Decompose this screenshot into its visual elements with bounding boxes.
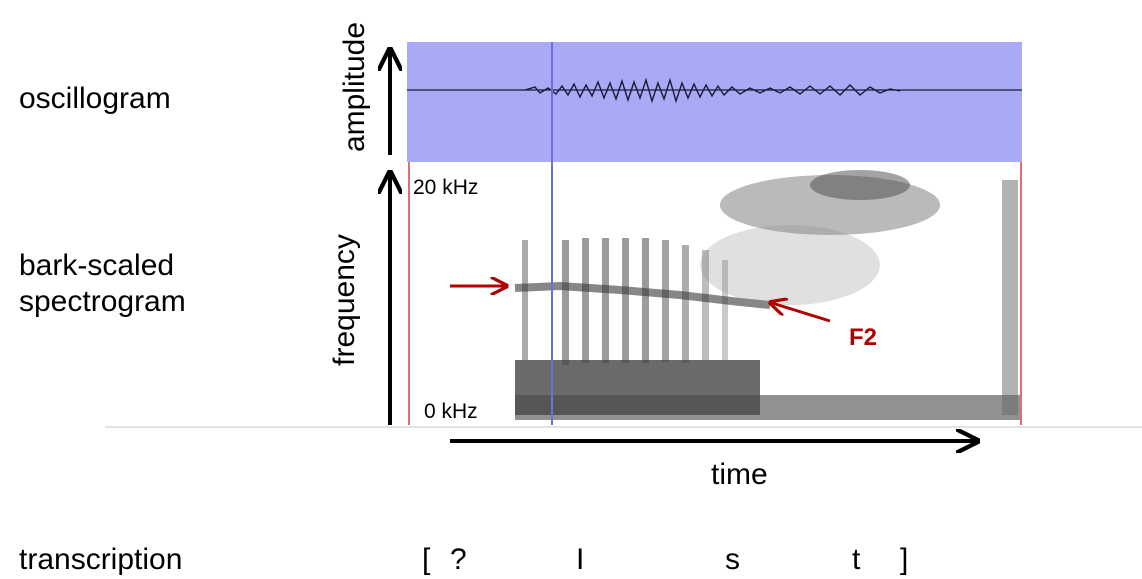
freq-bottom-label: 0 kHz <box>424 400 478 423</box>
transcription-t: t <box>852 543 861 576</box>
f2-pointer-arrow <box>772 303 831 323</box>
oscillogram-label: oscillogram <box>19 82 171 115</box>
time-axis-label: time <box>711 458 768 491</box>
freq-top-label: 20 kHz <box>413 176 479 199</box>
spectrogram-label-line2: spectrogram <box>19 285 186 318</box>
oscillogram-panel <box>407 42 1022 162</box>
transcription-vowel: I <box>576 543 585 576</box>
spectrogram-energy <box>514 170 1020 420</box>
formant-label: F2 <box>849 324 878 351</box>
transcription-glottal-stop: ? <box>450 543 467 576</box>
transcription-s: s <box>725 543 740 576</box>
oscillogram-waveform <box>524 77 901 104</box>
transcription-close-bracket: ] <box>900 543 909 576</box>
transcription-open-bracket: [ <box>422 543 431 576</box>
transcription-label: transcription <box>19 543 183 576</box>
spectrogram-label-line1: bark-scaled <box>19 249 175 282</box>
